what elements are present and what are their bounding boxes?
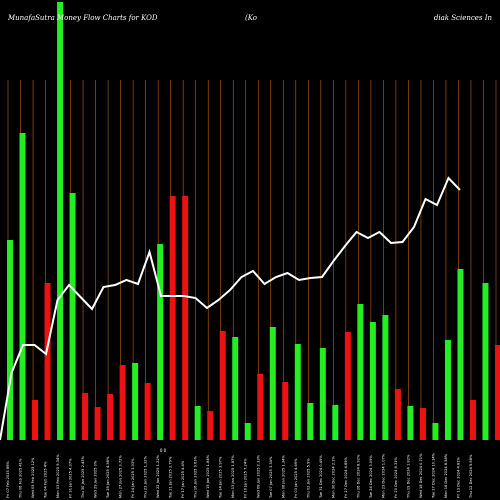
- money-flow-bar: [82, 393, 89, 440]
- x-tick-label: Thu 30 Jan 2025 2.43%: [81, 455, 85, 499]
- money-flow-bar: [394, 389, 401, 440]
- x-tick-label: Tue 21 Jan 2025 2.79%: [169, 456, 173, 499]
- money-flow-bar: [144, 383, 151, 440]
- x-tick-label: Fri 24 Jan 2025 3.93%: [131, 458, 135, 498]
- money-flow-bar: [119, 365, 126, 440]
- x-tick-label: Fri 27 Dec 2024 4.85%: [344, 456, 348, 498]
- money-flow-bar: [432, 423, 439, 440]
- x-tick-label: Thu 16 Jan 2025 9.63%: [194, 455, 198, 499]
- x-tick-label: Wed 05 Feb 2025 12%: [31, 457, 35, 498]
- money-flow-bar: [107, 394, 114, 440]
- chart-title-middle: (Ko: [245, 14, 257, 22]
- money-flow-bar: [444, 340, 451, 440]
- money-flow-bar: [469, 400, 476, 440]
- x-tick-label: Tue 04 Feb 2025 4%: [44, 461, 48, 499]
- chart-title-left: MunafaSutra Money Flow Charts for KOD: [7, 14, 158, 22]
- money-flow-bar: [369, 322, 376, 440]
- x-tick-label: Tue 28 Jan 2025 4.58%: [106, 456, 110, 499]
- x-tick-label: Mon 03 Feb 2025 9.34%: [56, 454, 60, 498]
- x-tick-label: Mon 30 Dec 2024 2.1%: [331, 455, 335, 498]
- money-flow-bar: [457, 269, 464, 440]
- x-tick-label: Wed 15 Jan 2025 1.84%: [206, 454, 210, 498]
- money-flow-bar: [7, 240, 13, 440]
- x-tick-label: Mon 13 Jan 2025 1.87%: [231, 455, 235, 498]
- money-flow-bar: [94, 407, 101, 440]
- money-flow-bar: [132, 363, 139, 440]
- money-flow-line: [0, 176, 461, 441]
- x-tick-label: Mon 16 Dec 2024 8.58%: [444, 453, 448, 498]
- money-flow-bar: [332, 405, 339, 440]
- money-flow-bar: [482, 283, 489, 440]
- money-flow-bar: [19, 133, 26, 440]
- money-flow-bar: [357, 304, 364, 440]
- x-tick-label: Wed 29 Jan 2025 0%: [94, 460, 98, 498]
- x-tick-label: Thu 19 Dec 2024 1.82%: [406, 454, 410, 499]
- chart-title-right: diak Sciences In: [434, 14, 493, 22]
- money-flow-bar: [157, 244, 164, 440]
- x-tick-label: Wed 18 Dec 2024 0.71%: [419, 453, 423, 498]
- x-tick-label: Tue 14 Jan 2025 3.97%: [219, 456, 223, 499]
- x-tick-label: Tue 07 Jan 2025 3.34%: [269, 456, 273, 499]
- money-flow-bar: [57, 2, 64, 440]
- x-tick-labels: Fri 07 Feb 2025 86% Thu 06 Feb 2025 41% We…: [6, 452, 473, 499]
- x-tick-label: Wed 22 Jan 2025 1.22%: [156, 454, 160, 498]
- money-flow-bar: [307, 403, 314, 440]
- x-tick-label: Thu 12 Dec 2024 5.68%: [469, 454, 473, 499]
- money-flow-bar: [495, 345, 500, 440]
- x-tick-label: Fri 10 Jan 2025 7.24%: [244, 458, 248, 498]
- x-tick-label: Thu 06 Feb 2025 41%: [19, 458, 23, 499]
- x-tick-label: Mon 06 Jan 2025 1.34%: [281, 455, 285, 498]
- money-flow-bar: [282, 382, 289, 440]
- x-tick-label: Fri 17 Jan 2025 4.4%: [181, 460, 185, 498]
- money-flow-bar: [182, 196, 189, 440]
- bar-series: [7, 2, 500, 440]
- x-tick-label: Fri 31 Jan 2025 4.37%: [69, 458, 73, 498]
- x-tick-label: Fri 03 Jan 2025 4.69%: [294, 458, 298, 498]
- x-tick-label: Thu 02 Jan 2025 5.9%: [306, 458, 310, 499]
- x-tick-label: Tue 17 Dec 2024 10.14%: [431, 452, 435, 499]
- money-flow-bar: [232, 337, 239, 440]
- money-flow-bar: [382, 315, 389, 440]
- money-flow-bar: [69, 193, 76, 440]
- x-tick-label: Thu 26 Dec 2024 8.92%: [356, 454, 360, 499]
- money-flow-bar: [257, 374, 264, 440]
- x-tick-label: Tue 24 Dec 2024 3.09%: [369, 455, 373, 499]
- x-tick-label: Tue 31 Dec 2024 0.49%: [319, 455, 323, 499]
- money-flow-bar: [169, 196, 176, 440]
- money-flow-bar: [419, 408, 426, 440]
- money-flow-bar: [269, 327, 276, 440]
- money-flow-bar: [294, 344, 301, 440]
- money-flow-bar: [194, 406, 201, 440]
- money-flow-bar: [207, 411, 214, 440]
- x-tick-label: Fri 07 Feb 2025 86%: [6, 460, 10, 498]
- money-flow-bar: [219, 331, 226, 440]
- x-tick-label: Fri 13 Dec 2024 4.81%: [456, 456, 460, 498]
- vertical-gridlines: [7, 80, 497, 440]
- x-tick-label: Fri 20 Dec 2024 8.31%: [394, 456, 398, 498]
- money-flow-bar: [32, 400, 39, 440]
- x-tick-label: Mon 27 Jan 2025 3.72%: [119, 455, 123, 498]
- money-flow-bar: [319, 348, 326, 440]
- money-flow-bar: [407, 406, 414, 440]
- money-flow-bar: [44, 283, 51, 440]
- x-tick-label: Wed 08 Jan 2025 2.33%: [256, 454, 260, 498]
- money-flow-bar: [244, 423, 251, 440]
- x-tick-label: Thu 23 Jan 2025 1.32%: [144, 455, 148, 499]
- money-flow-bar: [344, 332, 351, 440]
- chart-mid-label: 0 0: [160, 448, 167, 453]
- x-tick-label: Mon 23 Dec 2024 1.07%: [381, 453, 385, 498]
